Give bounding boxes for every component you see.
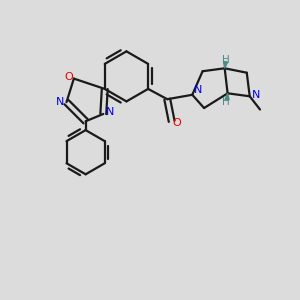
Text: N: N [106,106,114,117]
Text: O: O [64,72,73,82]
Text: N: N [194,85,202,95]
Polygon shape [225,93,229,100]
Text: H: H [222,97,230,107]
Text: N: N [252,90,260,100]
Text: H: H [222,55,230,65]
Text: O: O [172,118,181,128]
Polygon shape [224,61,228,68]
Text: N: N [56,97,64,107]
